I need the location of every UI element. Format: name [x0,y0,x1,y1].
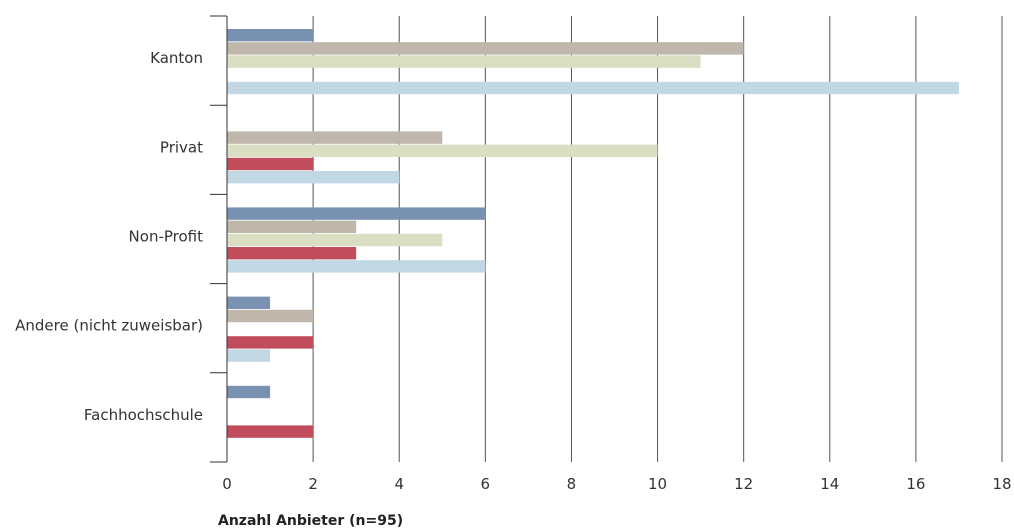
bar-3-0 [227,296,271,309]
x-tick-labels: 0 2 4 6 8 10 12 14 16 18 [222,475,1011,493]
x-tick-label-12: 12 [734,475,753,493]
bar-2-0 [227,207,486,220]
x-tick-label-10: 10 [648,475,667,493]
bar-1-4 [227,171,400,184]
x-tick-label-6: 6 [481,475,491,493]
bar-2-4 [227,260,486,273]
bar-0-4 [227,81,959,95]
bar-2-1 [227,220,357,233]
category-label-3: Andere (nicht zuweisbar) [15,317,203,335]
x-tick-label-4: 4 [394,475,404,493]
bar-1-3 [227,157,314,171]
x-tick-label-2: 2 [308,475,318,493]
y-axis [210,15,228,463]
bar-4-0 [227,385,271,399]
bar-1-1 [227,131,443,144]
bar-3-4 [227,349,271,362]
category-labels: Kanton Privat Non-Profit Andere (nicht zuwe… [15,49,203,424]
category-label-4: Fachhochschule [84,406,203,424]
x-tick-label-8: 8 [567,475,577,493]
x-tick-label-0: 0 [222,475,232,493]
x-tick-label-16: 16 [906,475,925,493]
bars [227,29,959,438]
bar-3-3 [227,336,314,349]
bar-0-1 [227,42,744,55]
x-tick-label-14: 14 [820,475,839,493]
x-axis-title: Anzahl Anbieter (n=95) [218,513,403,529]
bar-1-2 [227,144,658,157]
bar-2-3 [227,247,357,260]
bar-0-2 [227,55,701,68]
bar-4-3 [227,425,314,438]
bar-2-2 [227,233,443,247]
category-label-0: Kanton [150,49,203,67]
category-label-2: Non-Profit [129,228,204,246]
category-label-1: Privat [160,138,203,156]
x-tick-label-18: 18 [992,475,1011,493]
bar-3-1 [227,309,314,323]
bar-0-0 [227,29,314,42]
